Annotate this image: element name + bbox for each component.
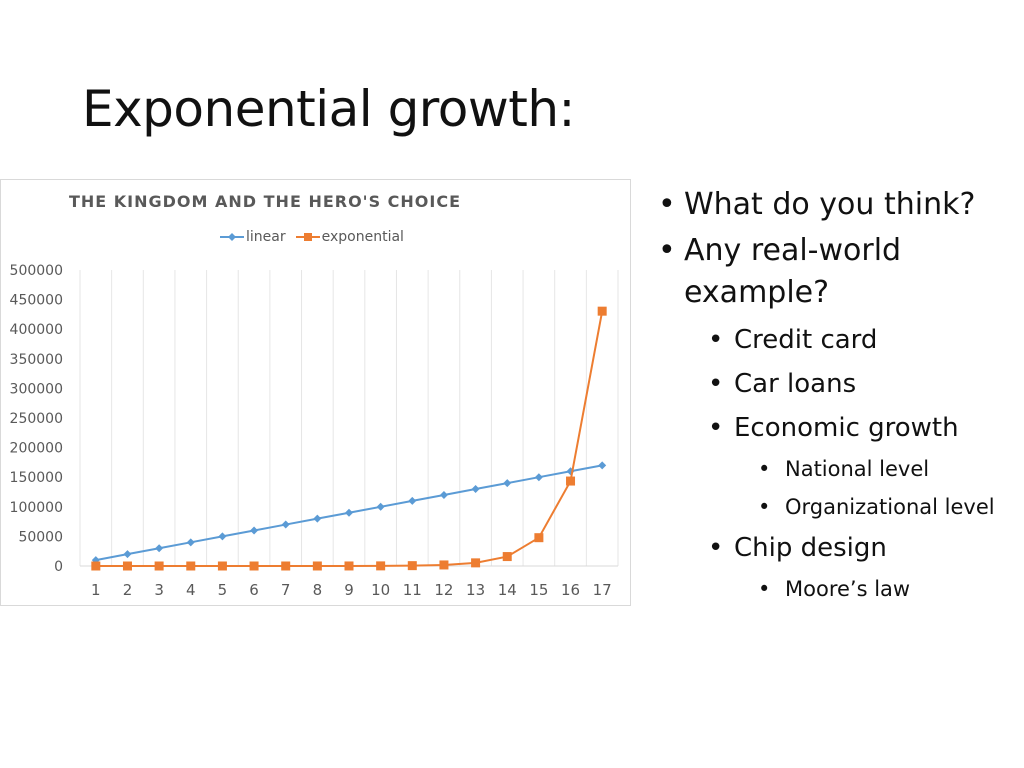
x-tick-label: 10 (371, 581, 390, 599)
bullet-dot-icon: • (658, 184, 676, 226)
x-tick-label: 12 (434, 581, 453, 599)
bullet-text: Moore’s law (785, 577, 910, 601)
bullet-dot-icon: • (708, 406, 723, 450)
bullet-text: Any real-world example? (684, 233, 901, 310)
bullet-item: • Credit card (656, 318, 1024, 362)
y-tick-label: 500000 (10, 263, 63, 279)
data-point-exponential (313, 561, 322, 570)
data-point-linear (440, 491, 448, 499)
data-point-exponential (598, 307, 607, 316)
data-point-linear (408, 497, 416, 505)
data-point-exponential (250, 561, 259, 570)
data-point-linear (377, 503, 385, 511)
data-point-linear (503, 479, 511, 487)
y-tick-label: 150000 (10, 470, 63, 486)
data-point-exponential (91, 562, 100, 571)
data-point-linear (155, 544, 163, 552)
bullet-item: • Chip design (656, 526, 1024, 570)
x-tick-label: 7 (281, 581, 291, 599)
bullet-text: National level (785, 457, 929, 481)
x-tick-label: 1 (91, 581, 101, 599)
y-tick-label: 350000 (10, 352, 63, 368)
x-tick-label: 2 (123, 581, 133, 599)
data-point-exponential (345, 561, 354, 570)
bullet-item: • Car loans (656, 362, 1024, 406)
x-tick-label: 8 (313, 581, 323, 599)
y-tick-label: 400000 (10, 322, 63, 338)
data-point-linear (472, 485, 480, 493)
y-tick-label: 50000 (18, 529, 63, 545)
bullet-text: Organizational level (785, 495, 995, 519)
bullet-dot-icon: • (758, 570, 770, 608)
data-point-linear (535, 473, 543, 481)
data-point-exponential (566, 477, 575, 486)
data-point-exponential (503, 552, 512, 561)
data-point-exponential (218, 561, 227, 570)
bullet-text: What do you think? (684, 187, 975, 222)
data-point-linear (345, 509, 353, 517)
bullet-dot-icon: • (708, 362, 723, 406)
data-point-exponential (439, 560, 448, 569)
bullet-text: Economic growth (734, 413, 959, 443)
data-point-exponential (186, 561, 195, 570)
x-tick-label: 11 (403, 581, 422, 599)
bullet-list: •What do you think?•Any real-world examp… (656, 184, 1024, 608)
data-point-linear (313, 515, 321, 523)
x-tick-label: 5 (218, 581, 228, 599)
bullet-dot-icon: • (758, 488, 770, 526)
data-point-exponential (408, 561, 417, 570)
x-tick-label: 4 (186, 581, 196, 599)
bullet-dot-icon: • (708, 526, 723, 570)
y-tick-label: 300000 (10, 381, 63, 397)
data-point-exponential (123, 562, 132, 571)
bullet-item: •What do you think? (656, 184, 1024, 226)
bullet-item: • Organizational level (656, 488, 1024, 526)
x-tick-label: 16 (561, 581, 580, 599)
data-point-linear (187, 538, 195, 546)
x-tick-label: 15 (529, 581, 548, 599)
data-point-exponential (534, 533, 543, 542)
bullet-item: •Any real-world example? (656, 230, 934, 314)
x-tick-label: 6 (249, 581, 259, 599)
x-tick-label: 9 (344, 581, 354, 599)
y-tick-label: 450000 (10, 293, 63, 309)
bullet-item: • Moore’s law (656, 570, 1024, 608)
bullet-dot-icon: • (658, 230, 676, 272)
bullet-dot-icon: • (708, 318, 723, 362)
bullet-text: Car loans (734, 369, 856, 399)
y-tick-label: 200000 (10, 441, 63, 457)
data-point-linear (282, 521, 290, 529)
y-tick-label: 0 (54, 559, 63, 575)
data-point-exponential (376, 561, 385, 570)
bullet-text: Chip design (734, 533, 887, 563)
bullet-dot-icon: • (758, 450, 770, 488)
data-point-linear (250, 526, 258, 534)
bullet-text: Credit card (734, 325, 877, 355)
data-point-linear (123, 550, 131, 558)
bullet-item: • National level (656, 450, 1024, 488)
series-line-exponential (96, 311, 602, 566)
data-point-exponential (155, 561, 164, 570)
data-point-exponential (471, 558, 480, 567)
x-tick-label: 13 (466, 581, 485, 599)
y-tick-label: 100000 (10, 500, 63, 516)
data-point-exponential (281, 561, 290, 570)
data-point-linear (598, 461, 606, 469)
line-chart-plot: 0500001000001500002000002500003000003500… (0, 0, 640, 610)
x-tick-label: 3 (154, 581, 164, 599)
bullet-item: • Economic growth (656, 406, 1024, 450)
x-tick-label: 14 (498, 581, 517, 599)
data-point-linear (218, 532, 226, 540)
x-tick-label: 17 (593, 581, 612, 599)
y-tick-label: 250000 (10, 411, 63, 427)
